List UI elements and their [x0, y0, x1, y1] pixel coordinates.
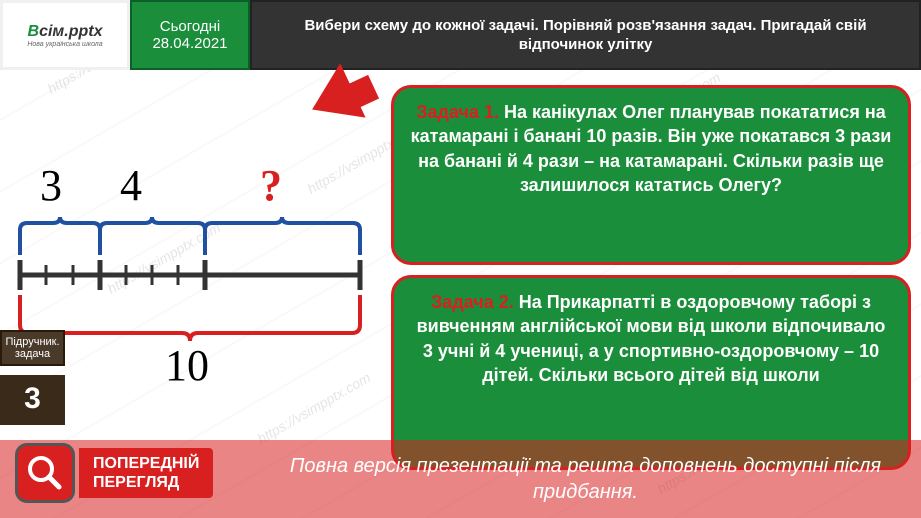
diagram-num-4: 4	[120, 160, 142, 211]
diagram-num-3: 3	[40, 160, 62, 211]
header: Всім.pptx Нова українська школа Сьогодні…	[0, 0, 921, 70]
sidebar-label-2: задача	[4, 348, 61, 360]
title-box: Вибери схему до кожної задачі. Порівняй …	[250, 0, 921, 70]
date-label: Сьогодні	[160, 18, 221, 35]
task1-title: Задача 1.	[416, 102, 499, 122]
sidebar-num: 3	[0, 375, 65, 425]
task-box-1: Задача 1. На канікулах Олег планував пок…	[391, 85, 911, 265]
date-value: 28.04.2021	[152, 35, 227, 52]
preview-line2: ПЕРЕГЛЯД	[93, 473, 199, 492]
magnifier-icon	[15, 443, 75, 503]
logo-subtitle: Нова українська школа	[27, 41, 102, 48]
date-box: Сьогодні 28.04.2021	[130, 0, 250, 70]
task2-title: Задача 2.	[431, 292, 514, 312]
preview-line1: ПОПЕРЕДНІЙ	[93, 454, 199, 473]
logo-rest: сім.pptx	[39, 23, 102, 40]
footer-text: Повна версія презентації та решта доповн…	[250, 453, 921, 505]
preview-badge: ПОПЕРЕДНІЙ ПЕРЕГЛЯД	[15, 443, 213, 503]
logo-main: Всім.pptx	[28, 23, 103, 41]
sidebar-label-1: Підручник.	[4, 336, 61, 348]
sidebar-label: Підручник. задача	[0, 330, 65, 366]
diagram-question-mark: ?	[260, 160, 282, 211]
logo-box: Всім.pptx Нова українська школа	[0, 0, 130, 70]
preview-text: ПОПЕРЕДНІЙ ПЕРЕГЛЯД	[79, 448, 213, 498]
logo-letter: В	[28, 23, 40, 40]
page-title: Вибери схему до кожної задачі. Порівняй …	[262, 16, 909, 55]
